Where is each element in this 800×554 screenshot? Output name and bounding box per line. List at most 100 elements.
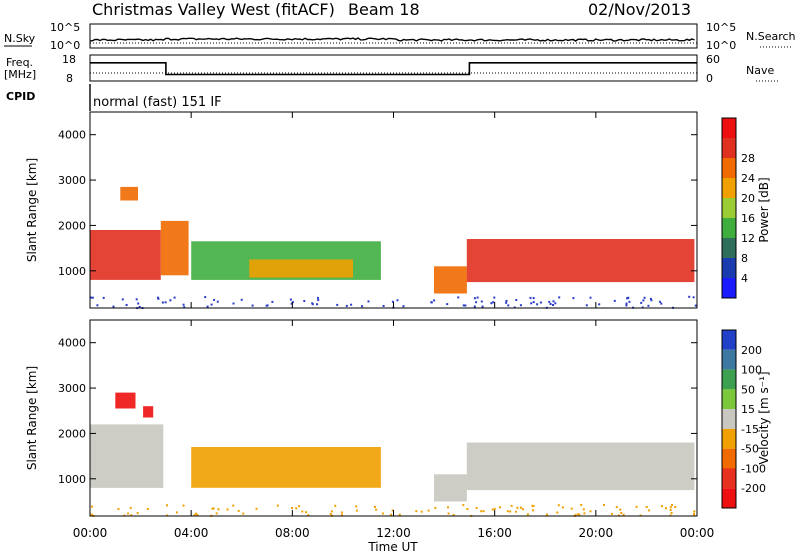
power-speckle [183,306,186,309]
velocity-colorbar-swatch [722,349,736,370]
power-speckle [350,303,353,306]
power-speckle [161,301,164,304]
velocity-region-5 [466,442,695,491]
velocity-speckle [589,510,592,513]
velocity-speckle [532,505,535,508]
velocity-speckle [166,504,168,507]
velocity-speckle [452,514,455,516]
power-speckle [598,303,601,306]
velocity-speckle [665,507,667,510]
power-speckle [182,303,185,306]
power-speckle [317,296,319,299]
x-tick-label: 20:00 [579,526,614,540]
velocity-speckle [619,508,622,511]
power-speckle [266,304,269,307]
power-speckle [640,301,643,304]
n-search-label: N.Search [746,30,796,43]
velocity-speckle [580,504,583,506]
power-speckle [271,300,274,303]
power-speckle [625,304,628,307]
velocity-speckle [693,514,696,517]
x-tick-label: 08:00 [275,526,310,540]
velocity-colorbar-tick: 15 [741,403,755,416]
power-speckle [613,299,616,302]
power-speckle [457,296,460,299]
velocity-speckle [127,512,130,515]
power-speckle [316,303,318,306]
velocity-colorbar-swatch [722,428,736,449]
power-y-axis: 1000 2000 3000 4000 [58,129,697,278]
power-speckle [539,301,542,304]
power-speckle [688,295,691,298]
power-colorbar-tick: 16 [741,212,755,225]
velocity-speckle [603,503,605,506]
velocity-y-axis: 1000 2000 3000 4000 [58,337,697,486]
power-speckle [493,296,496,299]
power-speckle [585,304,588,307]
power-colorbar-swatch [722,198,736,218]
velocity-region-0 [90,424,164,488]
power-speckle [589,296,592,299]
velocity-region-1 [115,392,136,409]
velocity-speckle [355,509,358,512]
power-speckle [552,300,555,303]
velocity-speckle [557,504,560,507]
power-colorbar-tick: 8 [741,252,748,265]
power-speckle [303,300,306,302]
velocity-speckle [526,513,529,516]
power-speckle [473,297,476,300]
power-speckle [481,305,484,308]
velocity-speckle [434,506,437,509]
power-speckle [628,300,631,303]
power-speckle [290,302,293,305]
velocity-speckle [136,512,139,515]
velocity-speckle [130,514,133,517]
n-sky-tick-bottom: 10^0 [50,39,80,52]
power-speckle [367,300,370,303]
power-speckle [91,296,94,299]
velocity-speckle [466,508,469,510]
velocity-speckle [242,512,245,515]
cpid-label: CPID [6,90,35,103]
velocity-speckle [578,513,581,516]
power-speckle [345,304,348,307]
power-speckle [649,297,652,300]
velocity-region-4 [434,474,467,502]
velocity-speckle [515,510,518,513]
power-colorbar-swatch [722,218,736,238]
velocity-speckle [482,510,485,513]
velocity-speckle [232,504,235,507]
power-colorbar-tick: 4 [741,272,748,285]
noise-panel-frame [89,23,698,49]
velocity-colorbar-swatch [722,448,736,469]
power-speckle [627,296,630,299]
velocity-speckle [532,509,534,512]
velocity-speckle [545,513,548,516]
velocity-colorbar: 200 100 50 15 -15 -50 -100 -200 [721,329,766,509]
frequency-panel-frame [89,54,698,82]
x-tick-label: 04:00 [174,526,209,540]
power-speckle [554,302,557,305]
power-speckle [643,296,646,299]
velocity-speckle [146,508,149,510]
velocity-speckle [669,506,672,509]
velocity-data [90,392,696,517]
power-speckle [530,302,533,305]
freq-tick-top: 18 [62,53,76,66]
velocity-speckle [330,510,333,513]
power-speckle [549,303,552,305]
power-data [90,186,697,310]
velocity-speckle [475,507,478,509]
power-colorbar-swatch [722,158,736,178]
power-colorbar-swatch [722,238,736,258]
power-speckle [311,302,314,305]
velocity-y-tick-label: 2000 [58,427,86,440]
power-speckle [112,305,115,308]
velocity-colorbar-swatch [722,409,736,429]
power-speckle [173,296,176,299]
velocity-speckle [391,509,394,512]
velocity-speckle [509,510,512,513]
power-speckle [232,302,235,305]
velocity-speckle [381,512,384,515]
velocity-speckle [341,514,343,517]
